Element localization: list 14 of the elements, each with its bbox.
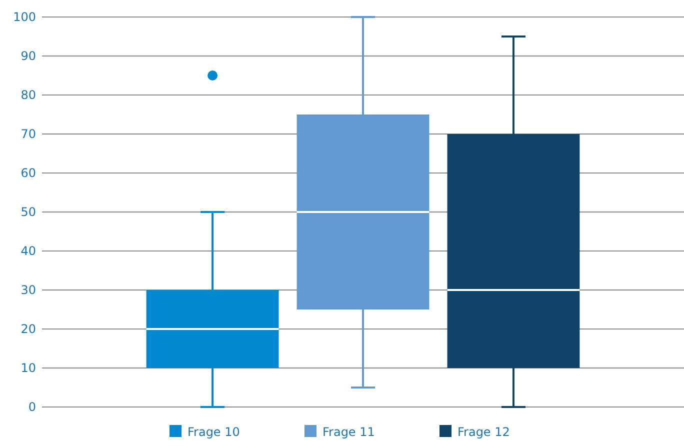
y-tick-label: 20	[20, 322, 36, 336]
y-tick-label: 30	[20, 283, 36, 298]
y-tick-label: 0	[28, 400, 36, 414]
legend-label: Frage 11	[322, 425, 375, 439]
y-tick-label: 40	[20, 244, 36, 258]
y-tick-label: 50	[20, 205, 36, 220]
y-tick-label: 100	[13, 10, 36, 24]
y-tick-label: 60	[20, 166, 36, 180]
legend-label: Frage 12	[458, 425, 510, 439]
y-tick-label: 70	[20, 127, 36, 142]
y-tick-label: 90	[20, 49, 36, 64]
y-tick-label: 10	[20, 361, 36, 376]
legend-label: Frage 10	[188, 425, 240, 439]
y-tick-label: 80	[20, 88, 36, 102]
